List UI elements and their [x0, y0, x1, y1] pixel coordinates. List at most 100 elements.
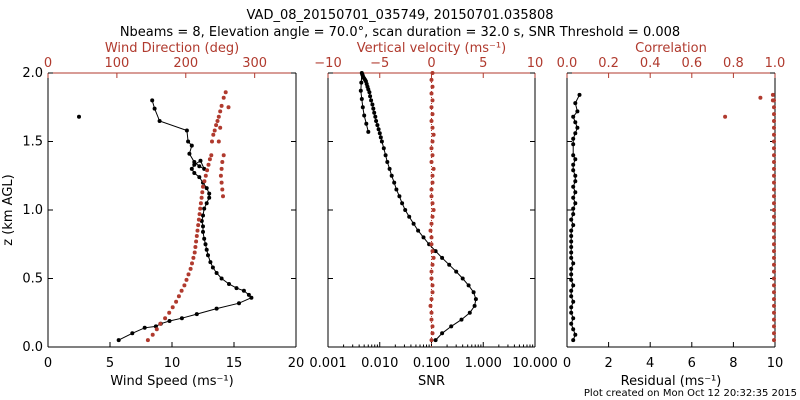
x2-tick-label: 0: [427, 56, 435, 71]
data-point: [152, 106, 157, 111]
data-point: [571, 223, 576, 228]
data-point: [573, 131, 578, 136]
data-point: [197, 164, 202, 169]
data-point: [772, 235, 776, 240]
x-tick-label: 5: [106, 356, 114, 371]
data-point: [400, 201, 405, 206]
data-point: [472, 303, 477, 308]
data-point: [571, 162, 576, 167]
data-point: [447, 262, 452, 267]
data-point: [569, 255, 574, 260]
data-point: [150, 332, 155, 337]
data-point: [206, 253, 210, 258]
data-point: [569, 234, 574, 238]
data-point: [571, 299, 576, 304]
data-point: [571, 195, 576, 200]
data-point: [449, 324, 454, 329]
data-point: [377, 131, 382, 136]
data-point: [249, 295, 254, 300]
data-point: [772, 290, 776, 295]
data-point: [189, 143, 194, 148]
data-point: [196, 217, 201, 222]
data-point: [210, 139, 214, 144]
data-point: [360, 105, 365, 110]
data-point: [460, 276, 465, 281]
data-point: [569, 245, 574, 249]
data-point: [772, 132, 776, 137]
data-point: [431, 208, 436, 212]
data-point: [383, 153, 388, 158]
data-point: [772, 283, 776, 288]
x-axis-label: Residual (ms⁻¹): [621, 374, 722, 389]
data-point: [207, 157, 212, 162]
data-point: [142, 325, 147, 330]
data-point: [429, 310, 434, 315]
data-point: [190, 261, 194, 266]
x-axis-label: SNR: [418, 374, 445, 389]
data-point: [573, 101, 578, 106]
data-point: [571, 212, 576, 217]
data-point: [571, 206, 576, 211]
data-point: [203, 173, 208, 178]
data-point: [205, 168, 210, 173]
data-point: [212, 128, 217, 133]
x2-tick-label: 100: [104, 56, 129, 71]
data-point: [772, 194, 776, 199]
data-point: [194, 239, 199, 244]
data-point: [569, 228, 574, 233]
title-line2: Nbeams = 8, Elevation angle = 70.0°, sca…: [120, 25, 680, 40]
data-point: [204, 186, 209, 191]
data-point: [571, 184, 576, 189]
data-point: [573, 120, 578, 125]
data-point: [227, 282, 231, 286]
data-point: [209, 153, 214, 158]
data-point: [223, 90, 228, 95]
x2-tick-label: 300: [242, 56, 267, 71]
data-point: [194, 312, 199, 317]
data-point: [573, 179, 578, 184]
data-point: [772, 249, 776, 254]
data-point: [430, 112, 435, 117]
data-point: [430, 249, 435, 254]
data-point: [202, 206, 207, 211]
data-point: [191, 255, 196, 260]
data-point: [569, 250, 574, 255]
data-point: [379, 139, 384, 144]
data-point: [184, 128, 189, 133]
data-point: [429, 269, 434, 274]
data-point: [192, 250, 197, 255]
x-axis-label: Wind Speed (ms⁻¹): [110, 374, 233, 389]
data-point: [221, 194, 225, 199]
data-point: [192, 162, 197, 167]
data-point: [381, 146, 386, 151]
data-point: [196, 223, 201, 228]
data-point: [573, 332, 578, 337]
series-line-0: [118, 100, 253, 341]
data-point: [195, 228, 200, 233]
data-point: [184, 277, 189, 282]
x2-tick-label: −10: [314, 56, 341, 71]
data-point: [430, 125, 435, 130]
title-line1: VAD_08_20150701_035749, 20150701.035808: [247, 8, 554, 23]
data-point: [772, 173, 776, 178]
data-point: [370, 102, 375, 107]
data-point: [359, 80, 364, 85]
data-point: [440, 331, 445, 336]
x2-tick-label: 0.6: [681, 56, 702, 71]
data-point: [376, 127, 381, 132]
data-point: [359, 97, 364, 101]
data-point: [176, 294, 181, 299]
data-point: [246, 292, 251, 297]
data-point: [219, 276, 224, 281]
data-point: [430, 201, 435, 206]
data-point: [772, 338, 776, 343]
data-point: [364, 121, 369, 126]
data-point: [193, 245, 198, 249]
data-point: [416, 228, 421, 233]
data-point: [440, 255, 445, 260]
x2-tick-label: 0.8: [723, 56, 744, 71]
data-point: [433, 338, 438, 343]
data-point: [772, 221, 776, 226]
data-point: [197, 175, 202, 180]
